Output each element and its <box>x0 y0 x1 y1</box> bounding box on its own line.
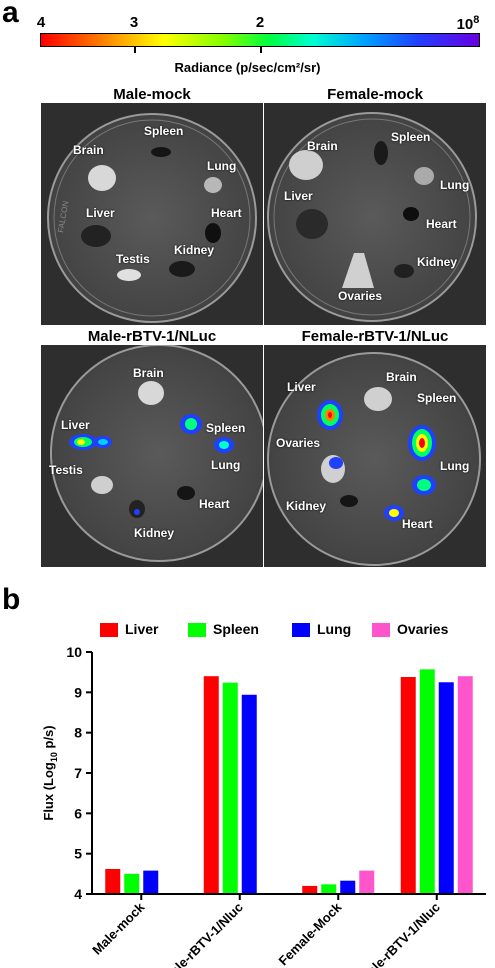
organ-label-ovaries: Ovaries <box>338 289 383 303</box>
organ-label-ovaries: Ovaries <box>276 436 321 450</box>
bar-lung-1 <box>241 694 257 894</box>
bar-liver-0 <box>105 868 121 894</box>
organ-label-kidney: Kidney <box>174 243 215 257</box>
y-tick-label: 9 <box>74 684 82 700</box>
dish-title-female-rbtv: Female-rBTV-1/NLuc <box>301 328 449 345</box>
organ-label-lung: Lung <box>211 458 241 472</box>
y-tick-label: 10 <box>66 644 82 660</box>
organ-label-kidney: Kidney <box>134 526 175 540</box>
y-axis-label-main: Flux (Log <box>41 762 56 821</box>
organ-label-spleen: Spleen <box>144 124 184 138</box>
colorbar-tick <box>260 47 262 53</box>
dish-photo <box>264 103 486 325</box>
dish-photo <box>41 345 263 567</box>
organ-label-brain: Brain <box>307 139 338 153</box>
organ-label-liver: Liver <box>61 418 90 432</box>
bar-lung-3 <box>438 682 454 894</box>
bar-spleen-3 <box>419 669 435 894</box>
bar-lung-2 <box>340 880 356 894</box>
bar-ovaries-3 <box>457 676 473 894</box>
y-axis-label-sub: 10 <box>49 752 59 762</box>
radiance-colorbar <box>40 33 480 47</box>
organ-label-heart: Heart <box>426 217 457 231</box>
y-tick-label: 5 <box>74 846 82 862</box>
organ-label-liver: Liver <box>287 380 316 394</box>
dish-title-female-mock: Female-mock <box>327 86 423 103</box>
y-tick-label: 4 <box>74 886 82 902</box>
bar-liver-3 <box>400 677 416 894</box>
organ-label-lung: Lung <box>440 178 470 192</box>
dish-photo: FALCON <box>41 103 263 325</box>
legend-swatch-liver <box>100 623 118 637</box>
legend-swatch-lung <box>292 623 310 637</box>
dish-image-female-mock: Brain Spleen Lung Liver Heart Kidney Ova… <box>264 103 486 325</box>
y-axis-label: Flux (Log10 p/s) <box>41 725 59 820</box>
legend-label-lung: Lung <box>317 621 352 637</box>
bar-liver-1 <box>203 676 219 894</box>
dish-title-male-mock: Male-mock <box>113 86 191 103</box>
scale-tick-2: 2 <box>255 14 265 31</box>
scale-tick-base: 10 <box>456 16 474 33</box>
dish-image-female-rbtv: Liver Brain Spleen Ovaries Lung Kidney H… <box>264 345 486 567</box>
dish-image-male-mock: FALCON Brain Spleen Lung Liver Heart Tes… <box>41 103 263 325</box>
flux-bar-chart: 4 5 6 7 8 9 10 Male-mock Male-rBTV-1/Nluc Female-… <box>41 644 486 968</box>
scale-tick-3: 3 <box>129 14 139 31</box>
x-tick-label: Male-mock <box>89 899 148 958</box>
organ-label-lung: Lung <box>440 459 470 473</box>
organ-label-kidney: Kidney <box>286 499 327 513</box>
organ-label-lung: Lung <box>207 159 237 173</box>
bar-ovaries-2 <box>359 870 375 894</box>
dish-image-male-rbtv: Brain Liver Spleen Lung Testis Heart Kid… <box>41 345 263 567</box>
organ-label-heart: Heart <box>402 517 433 531</box>
dish-title-male-rbtv: Male-rBTV-1/NLuc <box>87 328 217 345</box>
panel-letter-a: a <box>2 0 19 29</box>
organ-label-brain: Brain <box>133 366 164 380</box>
organ-label-heart: Heart <box>199 497 230 511</box>
bar-spleen-0 <box>124 873 140 894</box>
x-tick-label: Female-rBTV-1/Nluc <box>345 900 442 968</box>
radiance-label: Radiance (p/sec/cm²/sr) <box>174 60 321 75</box>
legend-label-spleen: Spleen <box>213 621 259 637</box>
y-tick-label: 6 <box>74 805 82 821</box>
organ-label-liver: Liver <box>284 189 313 203</box>
legend-swatch-ovaries <box>372 623 390 637</box>
bar-lung-0 <box>143 870 159 894</box>
organ-label-liver: Liver <box>86 206 115 220</box>
y-tick-label: 7 <box>74 765 82 781</box>
x-tick-label: Male-rBTV-1/Nluc <box>160 900 246 968</box>
scale-tick-exponent: 8 <box>473 14 480 26</box>
organ-label-heart: Heart <box>211 206 242 220</box>
organ-label-testis: Testis <box>49 463 83 477</box>
organ-label-spleen: Spleen <box>417 391 457 405</box>
x-tick-label: Female-Mock <box>276 899 345 968</box>
legend-label-liver: Liver <box>125 621 159 637</box>
scale-tick-10: 108 <box>457 14 480 33</box>
panel-letter-b: b <box>2 583 21 616</box>
dish-photo <box>264 345 486 567</box>
legend-swatch-spleen <box>188 623 206 637</box>
y-tick-label: 8 <box>74 725 82 741</box>
organ-label-brain: Brain <box>73 143 104 157</box>
bar-spleen-1 <box>222 682 238 894</box>
bar-liver-2 <box>302 885 318 894</box>
organ-label-kidney: Kidney <box>417 255 458 269</box>
organ-label-brain: Brain <box>386 370 417 384</box>
organ-label-testis: Testis <box>116 252 150 266</box>
organ-label-spleen: Spleen <box>391 130 431 144</box>
colorbar-tick <box>134 47 136 53</box>
legend-label-ovaries: Ovaries <box>397 621 449 637</box>
bar-spleen-2 <box>321 884 337 894</box>
scale-tick-4: 4 <box>36 14 46 31</box>
organ-label-spleen: Spleen <box>206 421 246 435</box>
y-axis-label-end: p/s) <box>41 725 56 752</box>
